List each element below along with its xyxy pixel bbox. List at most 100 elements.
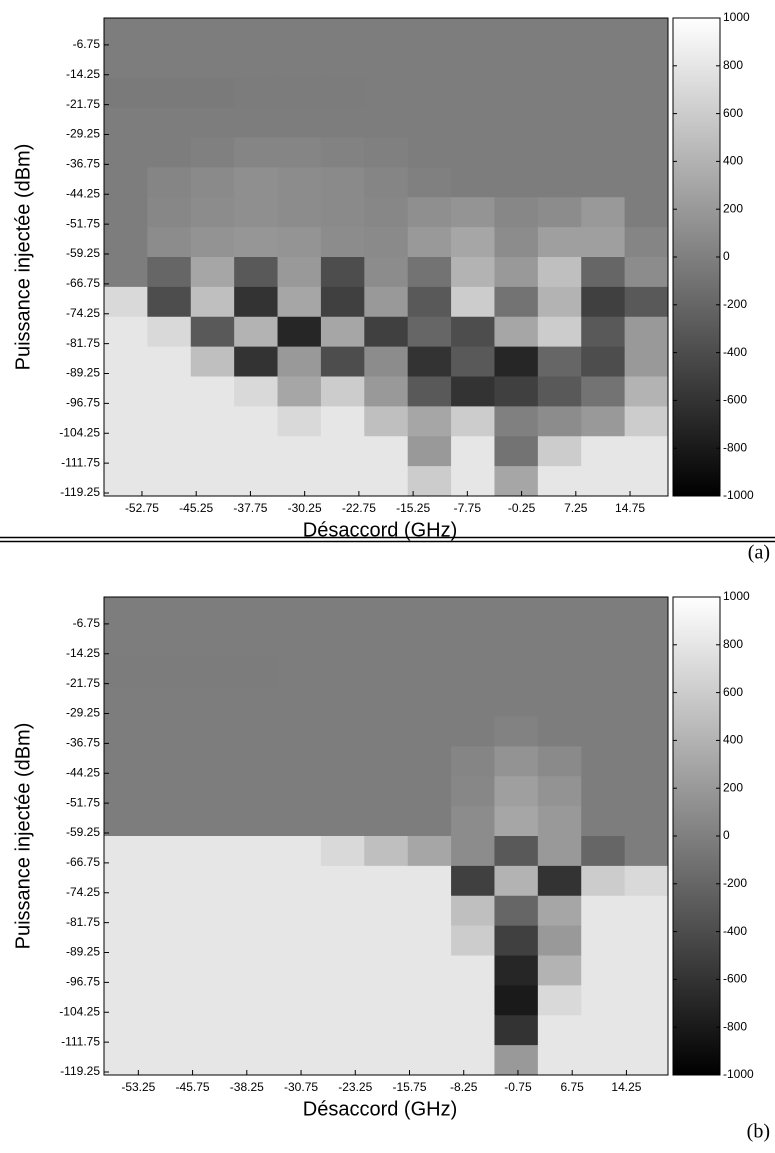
heatmap-cell: [407, 286, 452, 318]
heatmap-cell: [190, 746, 235, 777]
heatmap-cell: [364, 626, 409, 658]
heatmap-cell: [537, 197, 582, 228]
heatmap-cell: [364, 167, 409, 198]
heatmap-cell: [494, 716, 539, 747]
x-tick-label: -30.25: [288, 501, 322, 515]
heatmap-cell: [451, 346, 495, 377]
heatmap-cell: [104, 167, 148, 198]
heatmap-cell: [147, 436, 192, 467]
heatmap-cell: [147, 466, 192, 497]
heatmap-cell: [104, 286, 148, 318]
heatmap-cell: [234, 746, 279, 777]
heatmap-cell: [147, 626, 192, 658]
heatmap-cell: [147, 1015, 192, 1046]
heatmap-cell: [104, 346, 148, 377]
heatmap-cell: [234, 985, 279, 1016]
heatmap-cell: [364, 597, 409, 628]
heatmap-cell: [581, 286, 626, 318]
heatmap-cell: [407, 346, 452, 377]
heatmap-cell: [451, 376, 495, 407]
heatmap-cell: [537, 436, 582, 467]
heatmap-cell: [190, 1045, 235, 1076]
heatmap-cell: [581, 925, 626, 956]
y-tick-label: -104.25: [59, 425, 100, 439]
heatmap-cell: [624, 1015, 669, 1046]
heatmap-cell: [234, 686, 279, 717]
heatmap-cell: [277, 436, 322, 467]
heatmap-cell: [104, 1045, 148, 1076]
heatmap-cell: [320, 436, 365, 467]
heatmap-cell: [320, 197, 365, 228]
colorbar-label: -800: [723, 1019, 747, 1033]
heatmap-cell: [407, 985, 452, 1016]
colorbar-label: 800: [723, 637, 743, 651]
heatmap-cell: [104, 656, 148, 688]
heatmap-cell: [190, 346, 235, 377]
heatmap-cell: [537, 257, 582, 288]
heatmap-cell: [624, 286, 669, 318]
heatmap-cell: [451, 316, 495, 348]
heatmap-cell: [104, 1015, 148, 1046]
heatmap-cell: [624, 346, 669, 377]
heatmap-cell: [624, 77, 669, 109]
heatmap-cell: [147, 227, 192, 258]
heatmap-cell: [364, 955, 409, 986]
heatmap-cell: [581, 197, 626, 228]
heatmap-cell: [320, 955, 365, 986]
heatmap-cell: [320, 316, 365, 348]
heatmap-cell: [581, 406, 626, 437]
heatmap-cell: [407, 257, 452, 288]
heatmap-cell: [581, 227, 626, 258]
heatmap-cell: [407, 1015, 452, 1046]
colorbar: [672, 17, 721, 497]
heatmap-cell: [364, 197, 409, 228]
heatmap-cell: [147, 895, 192, 927]
y-tick-label: -96.75: [66, 396, 100, 410]
heatmap-cell: [277, 47, 322, 79]
heatmap-cell: [277, 686, 322, 717]
heatmap-cell: [364, 346, 409, 377]
heatmap-cell: [320, 806, 365, 837]
heatmap-cell: [364, 746, 409, 777]
heatmap-cell: [624, 955, 669, 986]
heatmap-cell: [234, 656, 279, 688]
heatmap-cell: [190, 47, 235, 79]
heatmap-cell: [234, 806, 279, 837]
heatmap-cell: [581, 1045, 626, 1076]
heatmap-cell: [494, 1045, 539, 1076]
x-tick-label: 7.25: [564, 501, 588, 515]
heatmap-cell: [320, 597, 365, 628]
heatmap-cell: [190, 167, 235, 198]
heatmap-cell: [407, 137, 452, 168]
heatmap-cell: [320, 346, 365, 377]
heatmap-cell: [494, 776, 539, 807]
y-tick-label: -81.75: [66, 915, 100, 929]
heatmap-cell: [104, 686, 148, 717]
heatmap-cell: [451, 955, 495, 986]
heatmap-cell: [234, 925, 279, 956]
heatmap-cell: [190, 1015, 235, 1046]
heatmap-cell: [494, 806, 539, 837]
heatmap-cell: [147, 1045, 192, 1076]
heatmap-cell: [234, 316, 279, 348]
heatmap-cell: [190, 865, 235, 897]
heatmap-cell: [624, 985, 669, 1016]
heatmap-cell: [190, 197, 235, 228]
heatmap-cell: [364, 836, 409, 867]
heatmap-cell: [104, 865, 148, 897]
x-tick-label: -15.25: [396, 501, 430, 515]
heatmap-cell: [537, 1015, 582, 1046]
heatmap-cell: [104, 466, 148, 497]
heatmap-cell: [364, 865, 409, 897]
heatmap-cell: [277, 18, 322, 49]
heatmap-cell: [104, 227, 148, 258]
heatmap-cell: [104, 18, 148, 49]
y-tick-label: -6.75: [73, 616, 101, 630]
heatmap-cell: [364, 376, 409, 407]
heatmap-cell: [234, 286, 279, 318]
heatmap-cell: [320, 376, 365, 407]
heatmap-cell: [320, 686, 365, 717]
heatmap-cell: [581, 776, 626, 807]
heatmap-cell: [494, 77, 539, 109]
